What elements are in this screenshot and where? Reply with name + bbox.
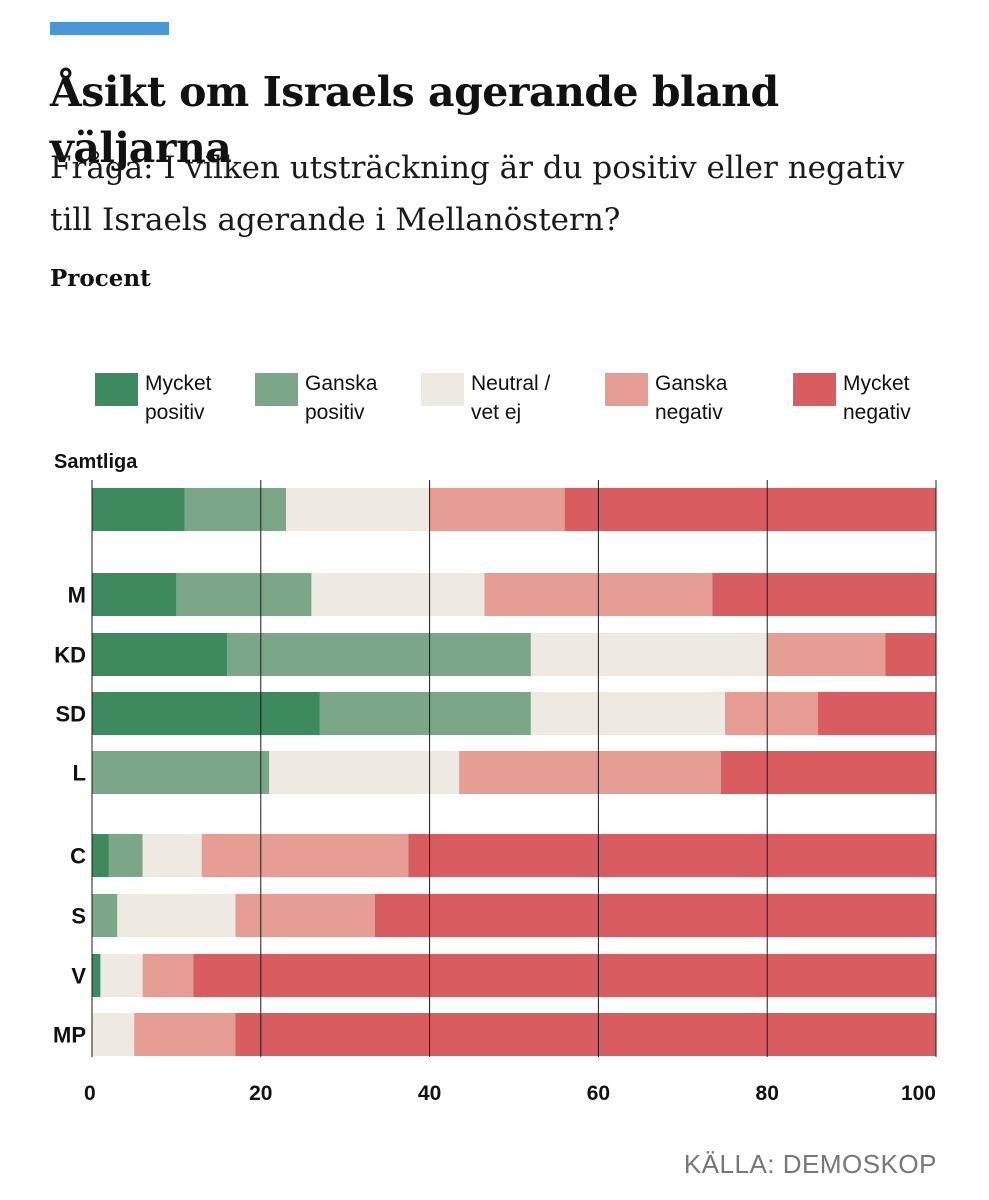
legend-swatch (95, 373, 138, 406)
bar-segment (374, 894, 936, 937)
legend-swatch (793, 373, 836, 406)
bar-segment (429, 488, 565, 531)
bar-segment (408, 834, 936, 877)
category-label: Samtliga (54, 451, 138, 473)
bar-segment (92, 834, 109, 877)
chart-svg: Samtliga M KD SD L C S V MP 0 20 40 60 80 100 (53, 451, 937, 1105)
unit-label: Procent (50, 265, 151, 292)
x-tick-label: 0 (84, 1082, 96, 1105)
bar-segment (530, 692, 725, 735)
bar-segment (227, 633, 531, 676)
legend-label: Neutral / vet ej (471, 372, 551, 424)
legend: Mycket positiv Ganska positiv Neutral / … (95, 369, 955, 429)
bar-segment (235, 1013, 937, 1056)
category-label: C (70, 844, 86, 869)
legend-label: Mycket negativ (843, 372, 911, 424)
bar-segment (193, 954, 936, 997)
bar-segment (286, 488, 430, 531)
bar-segment (108, 834, 143, 877)
chart-title: Åsikt om Israels agerande bland väljarna (50, 68, 779, 172)
bar-segment (142, 954, 194, 997)
bar-segment (92, 633, 228, 676)
category-label: M (68, 583, 86, 608)
bar-segment (712, 573, 936, 616)
bar-segment (530, 633, 768, 676)
bar-segment (235, 894, 375, 937)
bar-segment (117, 894, 236, 937)
bar-segment (92, 1013, 135, 1056)
bar-segment (92, 751, 270, 794)
bar-segment (92, 488, 185, 531)
legend-label: Ganska negativ (655, 372, 728, 424)
legend-swatch (605, 373, 648, 406)
accent-bar (50, 22, 169, 35)
source-credit: KÄLLA: DEMOSKOP (683, 1149, 937, 1179)
bar-segment (184, 488, 287, 531)
stacked-bar-chart: Samtliga M KD SD L C S V MP 0 20 40 60 80 100 (0, 440, 989, 1120)
chart-subtitle: Fråga: I vilken utsträckning är du posit… (50, 150, 905, 238)
bar-segment (269, 751, 460, 794)
bar-segment (92, 894, 118, 937)
bar-segment (767, 633, 886, 676)
bar-segment (817, 692, 936, 735)
bar-segment (319, 692, 531, 735)
bar-segment (92, 954, 101, 997)
legend-label: Ganska positiv (305, 372, 378, 424)
bar-segment (142, 834, 202, 877)
bar-segment (134, 1013, 236, 1056)
category-label: L (73, 761, 86, 786)
bar-segment (459, 751, 721, 794)
x-tick-label: 20 (249, 1082, 272, 1105)
bar-segment (725, 692, 818, 735)
x-tick-label: 80 (756, 1082, 779, 1105)
category-label: MP (53, 1023, 86, 1048)
x-tick-label: 40 (418, 1082, 441, 1105)
bar-segment (311, 573, 485, 616)
bar-segment (100, 954, 143, 997)
bar-segment (92, 573, 177, 616)
bar-segment (720, 751, 936, 794)
category-label: KD (54, 643, 86, 668)
bar-segment (201, 834, 409, 877)
bar-segment (176, 573, 312, 616)
category-label: V (71, 964, 86, 989)
x-tick-label: 100 (901, 1082, 936, 1105)
bar-segment (885, 633, 936, 676)
bar-segment (92, 692, 320, 735)
x-tick-label: 60 (587, 1082, 610, 1105)
legend-swatch (255, 373, 298, 406)
legend-swatch (421, 373, 464, 406)
legend-label: Mycket positiv (145, 372, 212, 424)
category-label: S (71, 904, 86, 929)
category-label: SD (55, 702, 86, 727)
bar-segment (564, 488, 936, 531)
